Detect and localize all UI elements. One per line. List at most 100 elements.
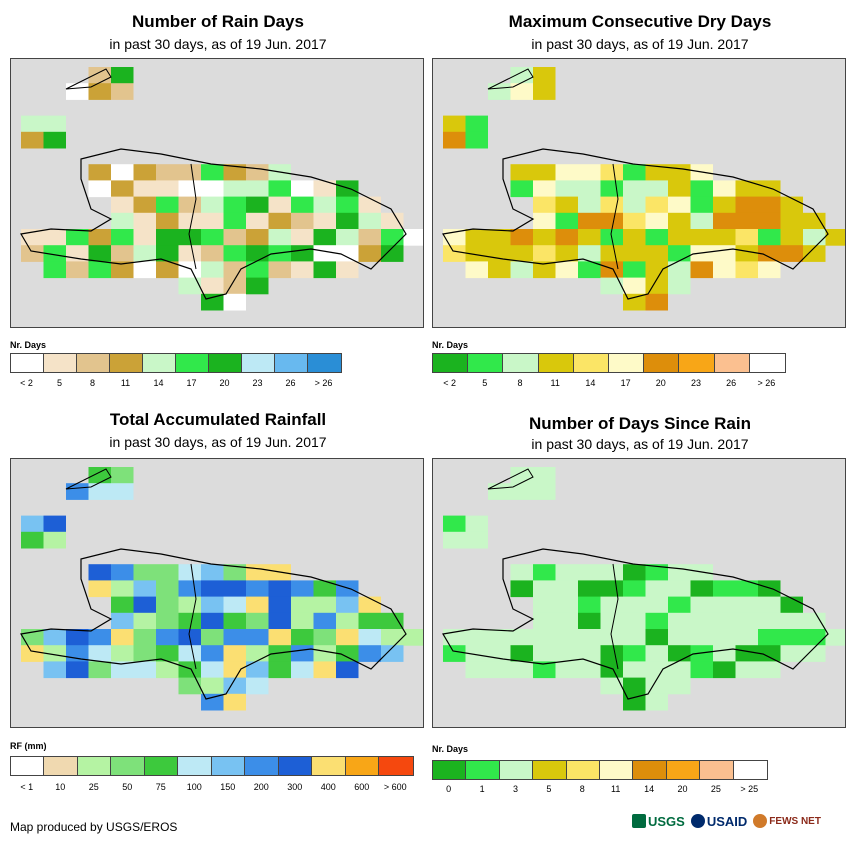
grid-cell <box>735 261 758 279</box>
grid-cell <box>488 83 511 100</box>
grid-cell <box>223 564 246 581</box>
grid-cell <box>713 196 736 214</box>
grid-cell <box>403 229 423 246</box>
grid-cell <box>133 180 156 198</box>
grid-cell <box>533 164 556 181</box>
legend-label: 26 <box>285 378 296 388</box>
grid-cell <box>313 261 336 279</box>
grid-cell <box>555 596 578 614</box>
grid-cell <box>713 229 736 246</box>
grid-cell <box>600 164 623 181</box>
grid-cell <box>668 629 691 646</box>
grid-cell <box>156 196 179 214</box>
grid-cell <box>465 629 488 646</box>
grid-cell <box>600 245 623 262</box>
grid-cell <box>533 596 556 614</box>
grid-cell <box>668 229 691 246</box>
legend-swatch <box>275 354 308 372</box>
grid-cell <box>223 180 246 198</box>
grid-cell <box>201 596 224 614</box>
grid-cell <box>111 164 134 181</box>
grid-cell <box>43 131 66 149</box>
grid-cell <box>780 612 803 630</box>
usgs-logo-text: USGS <box>648 813 685 829</box>
grid-cell <box>381 212 404 230</box>
grid-cell <box>713 261 736 279</box>
grid-cell <box>780 196 803 214</box>
grid-cell <box>578 261 601 279</box>
grid-cell <box>780 229 803 246</box>
grid-cell <box>21 115 44 133</box>
grid-cell <box>223 164 246 181</box>
grid-cell <box>201 645 224 662</box>
grid-cell <box>88 564 111 581</box>
grid-cell <box>268 661 291 679</box>
grid-cell <box>88 580 111 598</box>
legend-label: 400 <box>320 782 336 792</box>
grid-cell <box>623 612 646 630</box>
grid-cell <box>578 164 601 181</box>
grid-cell <box>510 67 533 84</box>
legend-label: 150 <box>220 782 236 792</box>
legend-swatch <box>468 354 504 372</box>
grid-cell <box>223 261 246 279</box>
grid-cell <box>358 596 381 614</box>
grid-cell <box>555 580 578 598</box>
grid-cell <box>88 180 111 198</box>
grid-cell <box>178 164 201 181</box>
grid-cell <box>533 580 556 598</box>
grid-cell <box>510 261 533 279</box>
grid-cell <box>668 245 691 262</box>
grid-cell <box>178 277 201 295</box>
grid-cell <box>668 612 691 630</box>
grid-cell <box>443 115 466 133</box>
grid-cell <box>223 580 246 598</box>
grid-cell <box>291 245 314 262</box>
grid-cell <box>133 261 156 279</box>
grid-cell <box>555 612 578 630</box>
grid-cell <box>600 564 623 581</box>
panel-title: Total Accumulated Rainfall <box>109 410 327 429</box>
grid-cell <box>465 261 488 279</box>
grid-cell <box>336 596 359 614</box>
grid-cell <box>336 229 359 246</box>
grid-cell <box>201 245 224 262</box>
grid-cell <box>291 596 314 614</box>
coastline <box>487 68 534 90</box>
grid-cell <box>178 245 201 262</box>
grid-cell <box>201 564 224 581</box>
grid-cell <box>133 580 156 598</box>
grid-cell <box>600 212 623 230</box>
grid-cell <box>488 661 511 679</box>
grid-cell <box>156 580 179 598</box>
legend-swatch <box>679 354 715 372</box>
grid-cell <box>223 229 246 246</box>
grid-cell <box>443 131 466 149</box>
coastline <box>442 548 829 700</box>
grid-cell <box>381 245 404 262</box>
grid-cell <box>578 580 601 598</box>
grid-cell <box>510 483 533 500</box>
grid-cell <box>578 180 601 198</box>
grid-cell <box>223 596 246 614</box>
grid-cell <box>533 564 556 581</box>
grid-cell <box>111 212 134 230</box>
grid-cell <box>713 596 736 614</box>
grid-cell <box>645 180 668 198</box>
grid-cell <box>43 515 66 533</box>
grid-cell <box>178 596 201 614</box>
grid-cell <box>111 661 134 679</box>
grid-cell <box>66 483 89 500</box>
legend-swatch <box>11 354 44 372</box>
grid-cell <box>291 212 314 230</box>
grid-cell <box>578 212 601 230</box>
grid-cell <box>780 629 803 646</box>
grid-cell <box>223 293 246 311</box>
grid-cell <box>66 261 89 279</box>
grid-cell <box>465 515 488 533</box>
grid-cell <box>780 645 803 662</box>
grid-cell <box>690 612 713 630</box>
coastline <box>65 468 112 490</box>
grid-cell <box>246 261 269 279</box>
grid-cell <box>111 180 134 198</box>
